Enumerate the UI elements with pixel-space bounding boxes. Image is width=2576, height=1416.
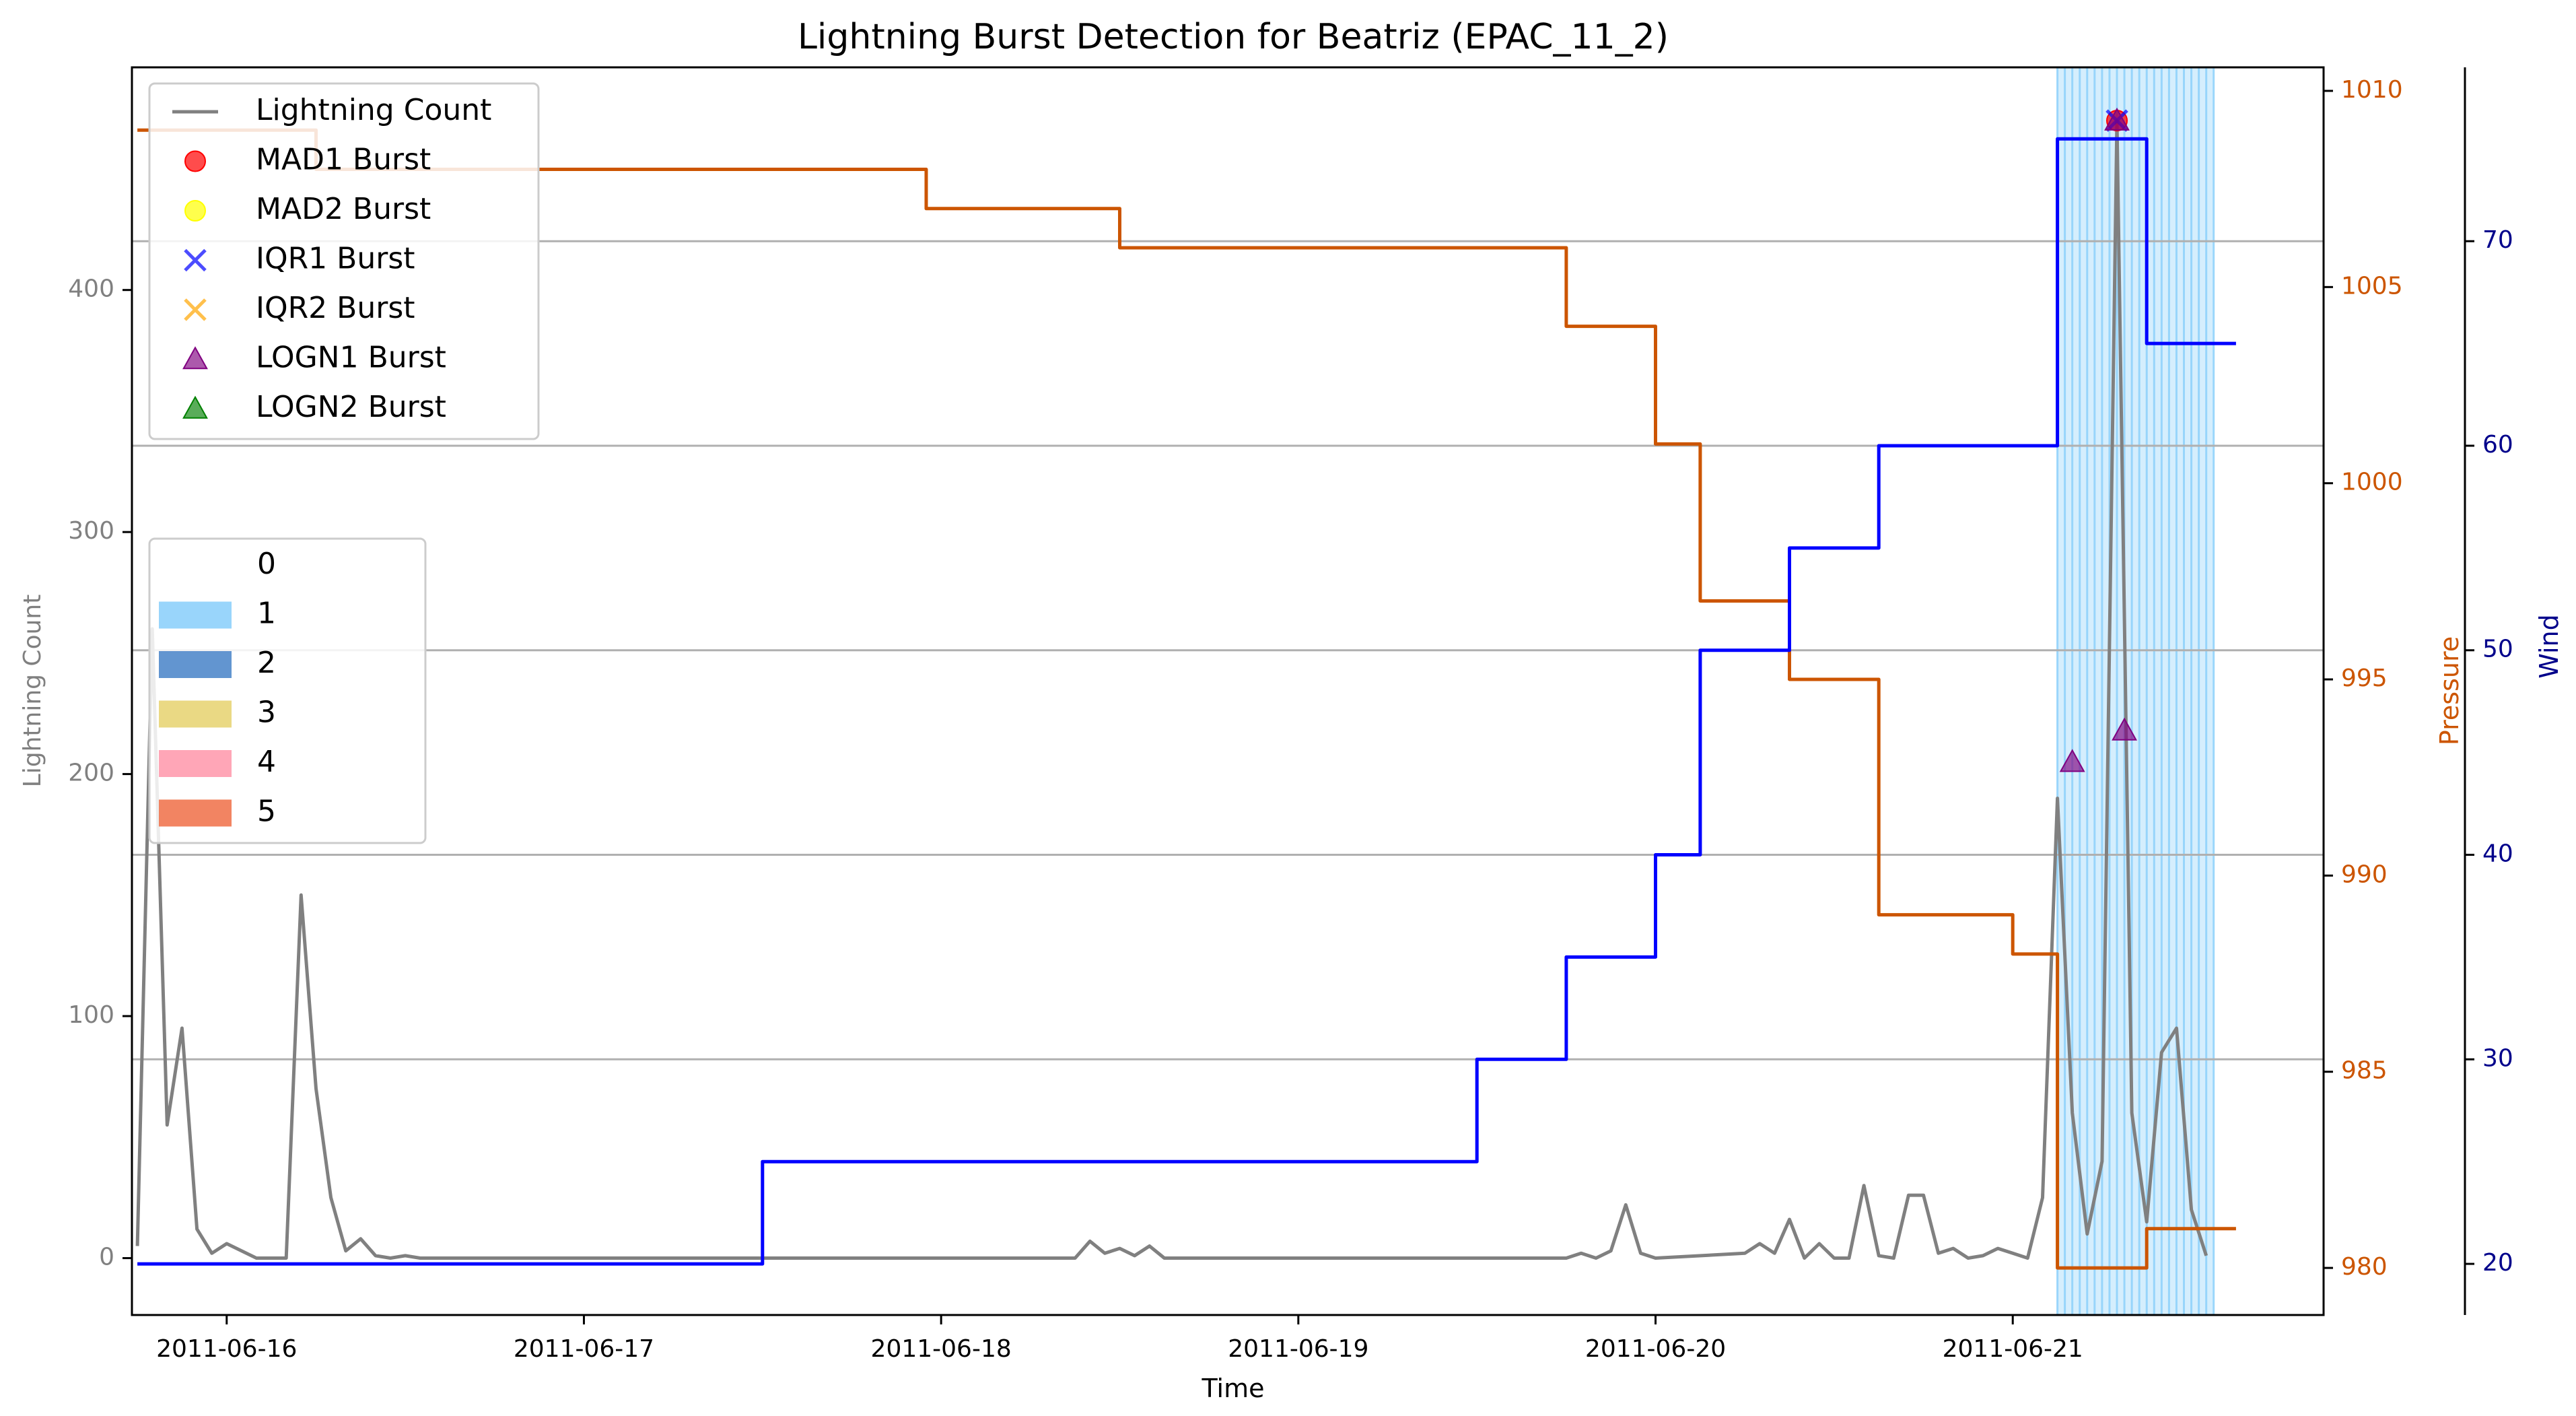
x-tick-label: 2011-06-21: [1943, 1335, 2083, 1363]
y-wind-tick-label: 60: [2482, 431, 2513, 459]
legend-main-label: IQR2 Burst: [256, 291, 415, 325]
legend-category-label: 5: [257, 795, 276, 829]
legend-category-swatch: [159, 799, 232, 827]
legend-category-swatch: [159, 651, 232, 678]
y-left-tick-label: 100: [68, 1001, 114, 1029]
legend-main-marker: [184, 200, 206, 222]
category-band: [2057, 67, 2214, 1315]
y-pressure-tick-label: 1000: [2341, 469, 2403, 496]
legend-main-label: LOGN2 Burst: [256, 390, 446, 424]
x-tick-label: 2011-06-19: [1228, 1335, 1368, 1363]
burst-marker-logn1: [2059, 749, 2085, 772]
legend-main-marker: [184, 150, 206, 172]
legend-main-box: [148, 82, 540, 440]
category-band-layer: [2056, 67, 2215, 1315]
series-layer: [135, 119, 2236, 1270]
legend-category-swatch: [159, 700, 232, 728]
legend-category: 0 1 2 3 4 5: [148, 537, 427, 844]
x-tick-label: 2011-06-16: [156, 1335, 297, 1363]
y-axis-label-pressure: Pressure: [2435, 636, 2464, 745]
y-pressure-tick-label: 1010: [2341, 76, 2403, 104]
legend-main-marker: [182, 395, 208, 419]
legend-main-marker: [184, 248, 207, 272]
y-left-tick-label: 300: [68, 517, 114, 545]
legend-main-label: Lightning Count: [256, 93, 491, 127]
legend-main-marker: [182, 346, 208, 370]
legend-main-label: IQR1 Burst: [256, 242, 415, 276]
legend-category-label: 2: [257, 646, 276, 680]
x-tick-label: 2011-06-18: [871, 1335, 1012, 1363]
x-tick-label: 2011-06-20: [1585, 1335, 1726, 1363]
legend-category-swatch: [159, 601, 232, 629]
y-wind-tick-label: 40: [2482, 840, 2513, 868]
legend-category-label: 4: [257, 745, 276, 779]
y-pressure-tick-label: 985: [2341, 1057, 2388, 1085]
series-pressure: [137, 128, 2236, 1270]
legend-main: Lightning Count MAD1 Burst MAD2 Burst IQR1 …: [148, 82, 540, 440]
x-axis-label: Time: [1202, 1374, 1265, 1403]
y-pressure-tick-label: 980: [2341, 1253, 2388, 1281]
y-left-tick-label: 0: [99, 1244, 114, 1271]
marker-layer: [2059, 107, 2138, 772]
legend-main-label: LOGN1 Burst: [256, 341, 446, 375]
legend-category-box: [148, 537, 427, 844]
legend-main-label: MAD2 Burst: [256, 192, 431, 226]
y-pressure-tick-label: 990: [2341, 861, 2388, 888]
y-wind-tick-label: 20: [2482, 1249, 2513, 1277]
plot-frame: [131, 66, 2325, 1316]
legend-layer: Lightning Count MAD1 Burst MAD2 Burst IQR1 …: [148, 82, 540, 844]
legend-main-marker: [184, 298, 207, 321]
series-wind: [137, 137, 2236, 1266]
y-axis-label-wind: Wind: [2534, 614, 2564, 679]
axes-layer: 2011-06-16 2011-06-17 2011-06-18 2011-06-19…: [68, 66, 2513, 1363]
y-left-tick-label: 200: [68, 760, 114, 787]
x-tick-label: 2011-06-17: [514, 1335, 654, 1363]
legend-category-label: 3: [257, 696, 276, 730]
legend-category-label: 1: [257, 597, 276, 631]
burst-marker-logn1: [2112, 717, 2138, 741]
y-axis-label-lightning: Lightning Count: [19, 595, 46, 788]
series-lightning-count: [135, 119, 2208, 1260]
y-pressure-tick-label: 1005: [2341, 272, 2403, 300]
legend-main-label: MAD1 Burst: [256, 143, 431, 177]
legend-category-label: 0: [257, 547, 276, 581]
y-wind-tick-label: 30: [2482, 1044, 2513, 1072]
y-wind-tick-label: 50: [2482, 636, 2513, 663]
y-pressure-tick-label: 995: [2341, 665, 2388, 692]
y-wind-tick-label: 70: [2482, 226, 2513, 254]
chart-title: Lightning Burst Detection for Beatriz (E…: [798, 17, 1669, 57]
legend-category-swatch: [159, 750, 232, 777]
burst-marker-logn1: [2104, 107, 2130, 131]
y-left-tick-label: 400: [68, 275, 114, 303]
